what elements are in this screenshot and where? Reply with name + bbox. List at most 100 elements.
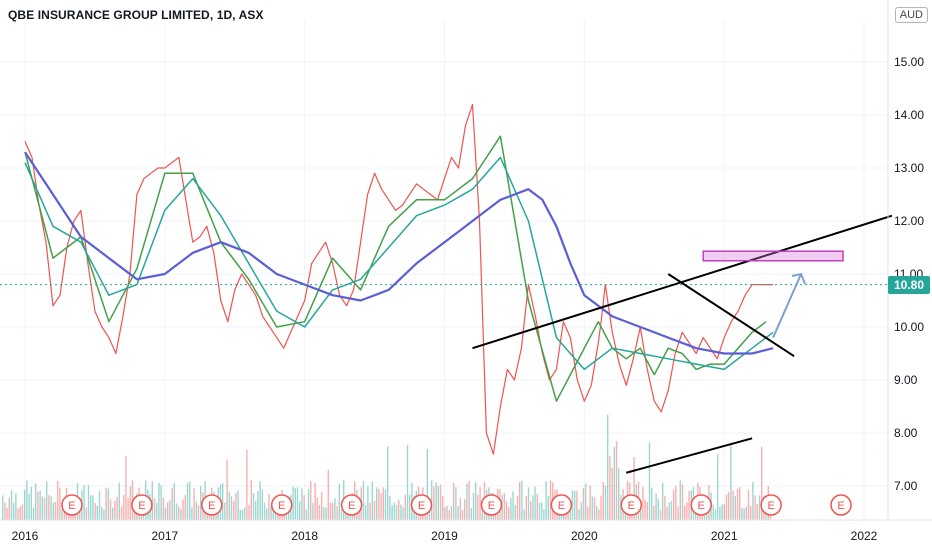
target-zone	[702, 250, 844, 262]
earnings-label: E	[68, 500, 75, 512]
volume-bar	[129, 486, 131, 520]
volume-bar	[197, 505, 200, 520]
y-tick-label: 8.00	[894, 426, 918, 440]
volume-bar	[532, 495, 534, 520]
volume-bar	[589, 485, 591, 520]
earnings-circle	[61, 494, 83, 516]
volume-bar	[294, 488, 296, 520]
volume-bar	[325, 507, 327, 520]
volume-bar	[120, 506, 123, 520]
volume-bar	[521, 480, 523, 520]
volume-bar	[470, 507, 472, 520]
volume-bar	[263, 502, 266, 520]
volume-bar	[547, 495, 549, 520]
volume-bar	[503, 493, 505, 520]
volume-bar	[116, 496, 118, 520]
volume-bar	[543, 509, 545, 520]
volume-bar	[118, 482, 120, 520]
volume-bar	[659, 509, 662, 520]
volume-bar	[41, 496, 43, 520]
volume-bar	[305, 509, 307, 520]
volume-bar	[664, 496, 666, 520]
volume-bar	[268, 494, 270, 520]
volume-bar	[380, 493, 382, 520]
volume-bar	[52, 502, 54, 520]
volume-bar	[457, 506, 459, 520]
trendline	[667, 273, 795, 357]
volume-bar	[180, 509, 182, 520]
volume-bar	[164, 507, 167, 520]
y-tick-label: 10.00	[894, 320, 924, 334]
volume-bar	[114, 500, 116, 520]
volume-bar	[28, 493, 30, 520]
volume-bar	[6, 507, 8, 520]
volume-bar	[37, 491, 39, 520]
volume-bar	[369, 502, 371, 520]
volume-bar	[719, 506, 721, 520]
volume-bar	[587, 506, 589, 520]
volume-bar	[534, 486, 536, 520]
volume-bar	[752, 482, 754, 520]
volume-bar	[721, 504, 723, 520]
earnings-marker: E	[760, 494, 782, 516]
y-axis: 7.008.009.0010.0011.0012.0013.0014.0015.…	[894, 55, 924, 493]
volume-bar	[754, 495, 756, 520]
volume-bar	[602, 481, 604, 520]
volume-bar	[675, 485, 677, 520]
volume-bar	[677, 506, 679, 520]
volume-bar	[61, 509, 63, 520]
volume-bar	[312, 503, 314, 520]
volume-bar	[651, 487, 653, 520]
y-tick-label: 9.00	[894, 373, 918, 387]
earnings-label: E	[767, 500, 774, 512]
volume-bar	[4, 502, 6, 520]
x-tick-label: 2020	[571, 529, 598, 543]
earnings-circle	[830, 494, 852, 516]
x-axis: 2016 2017 2018 2019 2020 2021 2022	[12, 529, 878, 543]
volume-bar	[39, 490, 41, 520]
volume-bar	[530, 501, 532, 520]
projection-arrow-head	[791, 272, 807, 285]
volume-bar	[246, 449, 248, 520]
projection-arrow	[772, 273, 802, 339]
volume-bar	[750, 506, 752, 520]
volume-bar	[171, 487, 173, 520]
volume-bar	[261, 489, 263, 520]
volume-bar	[400, 504, 402, 520]
y-tick-label: 13.00	[894, 161, 924, 175]
volume-bar	[466, 483, 468, 520]
volume-bar	[717, 454, 719, 520]
volume-bar	[725, 494, 728, 520]
volume-bar	[653, 505, 655, 520]
earnings-circle	[690, 494, 712, 516]
volume-bar	[516, 495, 519, 520]
volume-bar	[57, 480, 59, 520]
x-tick-label: 2018	[291, 529, 318, 543]
volume-bar	[525, 495, 527, 520]
volume-bar	[439, 484, 442, 520]
volume-bar	[105, 487, 107, 520]
volume-bar	[657, 499, 659, 520]
earnings-label: E	[488, 500, 495, 512]
volume-bar	[186, 483, 189, 520]
volume-bar	[567, 509, 569, 520]
volume-bar	[609, 456, 611, 520]
volume-bar	[365, 504, 367, 520]
volume-bar	[472, 492, 475, 520]
volume-bar	[162, 497, 164, 520]
volume-bar	[402, 507, 404, 520]
volume-bar	[508, 507, 510, 520]
volume-bar	[340, 509, 343, 520]
earnings-circle	[201, 494, 223, 516]
volume-bar	[743, 508, 745, 520]
volume-bar	[296, 487, 299, 520]
volume-bar	[235, 492, 237, 520]
volume-bar	[514, 504, 516, 520]
volume-bar	[433, 486, 435, 520]
volume-bar	[398, 499, 400, 520]
currency-button[interactable]: AUD	[894, 7, 928, 23]
volume-bar	[371, 481, 373, 520]
volume-bar	[378, 488, 380, 520]
volume-bar	[648, 442, 651, 520]
